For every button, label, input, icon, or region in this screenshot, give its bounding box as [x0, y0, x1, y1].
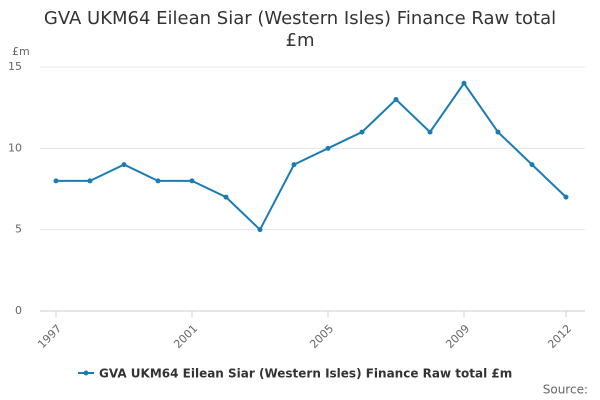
y-axis-label: £m — [12, 45, 30, 58]
legend-label: GVA UKM64 Eilean Siar (Western Isles) Fi… — [99, 367, 512, 381]
y-tick-label: 5 — [15, 223, 22, 236]
point — [461, 80, 467, 86]
point — [325, 145, 331, 151]
point — [529, 162, 535, 168]
x-tick-label: 2012 — [545, 322, 574, 351]
point — [393, 97, 399, 103]
point — [223, 194, 229, 200]
point — [189, 178, 195, 184]
x-tick-label: 1997 — [35, 322, 64, 351]
y-tick-label: 10 — [8, 141, 22, 154]
x-tick-label: 2009 — [443, 322, 472, 351]
point — [87, 178, 93, 184]
point — [495, 129, 501, 135]
legend-swatch-dot — [83, 370, 89, 376]
chart-title: GVA UKM64 Eilean Siar (Western Isles) Fi… — [43, 8, 557, 51]
point — [563, 194, 569, 200]
y-tick-label: 0 — [15, 304, 22, 317]
point — [155, 178, 161, 184]
point — [121, 162, 127, 168]
point — [427, 129, 433, 135]
point — [257, 227, 263, 233]
point — [291, 162, 297, 168]
line — [56, 81, 567, 232]
y-tick-label: 15 — [8, 60, 22, 73]
source: Source: — [543, 383, 588, 397]
point — [359, 129, 365, 135]
point — [53, 178, 59, 184]
x-tick-label: 2001 — [171, 322, 200, 351]
x-tick-label: 2005 — [307, 322, 336, 351]
